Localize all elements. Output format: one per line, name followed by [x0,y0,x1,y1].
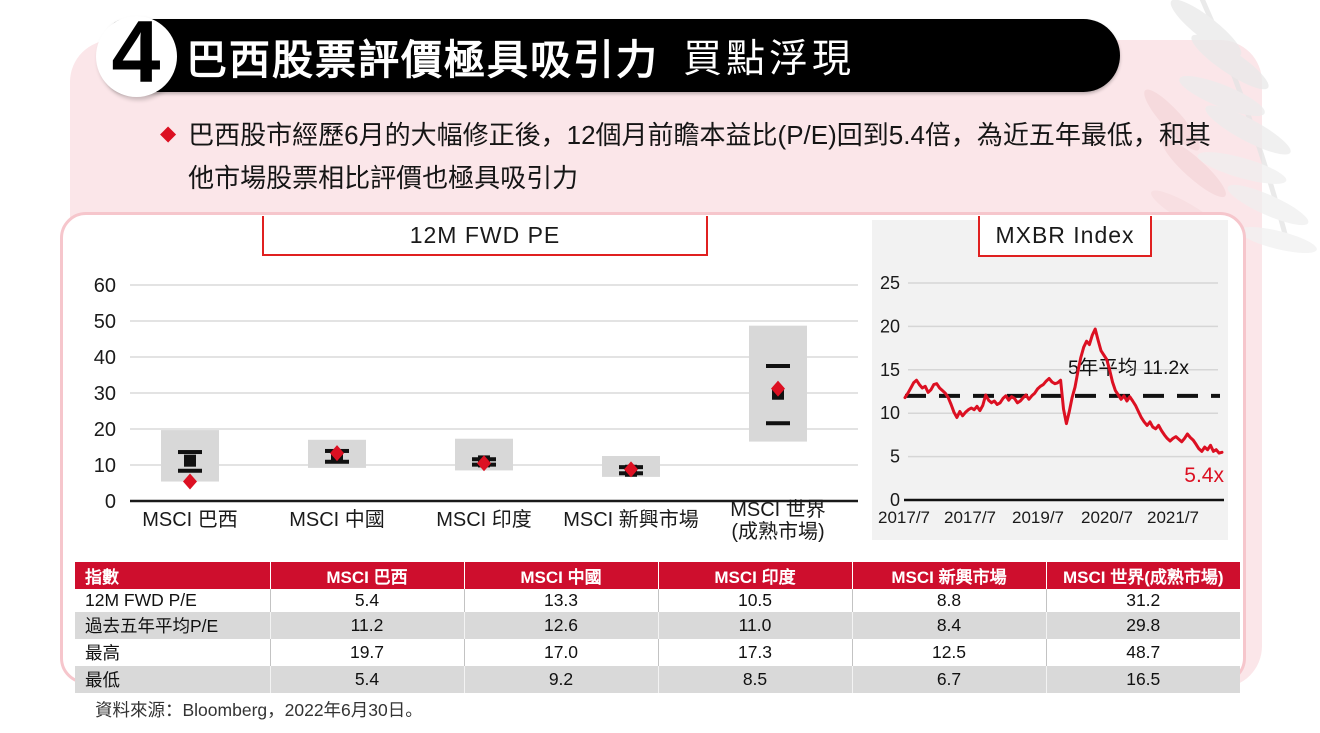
key-point: ◆ 巴西股市經歷6月的大幅修正後，12個月前瞻本益比(P/E)回到5.4倍，為近… [160,114,1228,200]
upper-dash-marker [766,364,790,368]
x-tick-label: 2017/7 [878,508,930,527]
upper-dash-marker [178,450,202,455]
header-bar: 巴西股票評價極具吸引力 買點浮現 [106,19,1120,92]
table-cell: 48.7 [1046,639,1240,666]
row-label: 過去五年平均P/E [75,612,271,639]
y-tick-label: 10 [94,455,116,477]
table-cell: 31.2 [1046,589,1240,612]
current-diamond-marker [183,473,197,490]
section-number: 4 [111,2,161,101]
category-label: MSCI 印度 [436,508,532,531]
y-tick-label: 20 [880,316,900,336]
lower-dash-marker [178,468,202,473]
x-tick-label: 2020/7 [1081,508,1133,527]
table-cell: 12.5 [852,639,1047,666]
mxbr-line-chart: 0 5 10 15 20 25 2017/7 2017/7 2019/7 2020/7 2021/7… [878,273,1224,527]
page-subtitle: 買點浮現 [683,37,856,81]
column-header: MSCI 世界(成熟市場) [1046,562,1240,589]
mxbr-chart-title: MXBR Index [978,216,1152,257]
category-label-line2: (成熟市場) [731,520,824,543]
table-row: 最低 5.4 9.2 8.5 6.7 16.5 [75,666,1240,693]
column-header: MSCI 巴西 [270,562,465,589]
table-cell: 5.4 [270,666,465,693]
y-tick-label: 10 [880,403,900,423]
table-cell: 11.0 [658,612,853,639]
table-cell: 8.4 [852,612,1047,639]
current-diamond-marker [330,445,344,462]
table-cell: 17.0 [464,639,659,666]
table-cell: 6.7 [852,666,1047,693]
lower-dash-marker [325,459,349,464]
table-cell: 16.5 [1046,666,1240,693]
column-header: MSCI 新興市場 [852,562,1047,589]
table-cell: 13.3 [464,589,659,612]
page-title: 巴西股票評價極具吸引力 [186,36,659,83]
column-header: 指數 [75,562,271,589]
table-row: 最高 19.7 17.0 17.3 12.5 48.7 [75,639,1240,666]
table-cell: 11.2 [270,612,465,639]
y-tick-label: 40 [94,347,116,369]
avg-square-marker [184,454,196,467]
x-tick-label: 2021/7 [1147,508,1199,527]
table-header-row: 指數 MSCI 巴西 MSCI 中國 MSCI 印度 MSCI 新興市場 MSCI 世界(… [75,562,1240,589]
column-header: MSCI 中國 [464,562,659,589]
current-value-label: 5.4x [1184,464,1224,487]
lower-dash-marker [766,421,790,426]
current-diamond-marker [624,461,638,478]
row-label: 最高 [75,639,271,666]
column-header: MSCI 印度 [658,562,853,589]
y-tick-label: 30 [94,383,116,405]
bullet-diamond-icon: ◆ [160,122,177,145]
y-tick-label: 5 [890,447,900,467]
pe-comparison-table: 指數 MSCI 巴西 MSCI 中國 MSCI 印度 MSCI 新興市場 MSCI 世界(… [75,562,1240,693]
x-tick-label: 2019/7 [1012,508,1064,527]
source-note: 資料來源：Bloomberg，2022年6月30日。 [95,700,423,720]
x-tick-label: 2017/7 [944,508,996,527]
table-cell: 19.7 [270,639,465,666]
category-label: MSCI 中國 [289,508,385,531]
category-label: MSCI 世界 [730,498,826,521]
table-row: 12M FWD P/E 5.4 13.3 10.5 8.8 31.2 [75,589,1240,612]
y-tick-label: 15 [880,360,900,380]
average-line-label: 5年平均 11.2x [1068,357,1189,379]
row-label: 12M FWD P/E [75,589,271,612]
y-tick-label: 25 [880,273,900,293]
mxbr-series-line [903,327,1224,455]
table-cell: 10.5 [658,589,853,612]
y-tick-label: 0 [105,491,116,513]
pe-chart-title: 12M FWD PE [262,216,708,256]
section-number-circle [96,16,177,97]
table-cell: 5.4 [270,589,465,612]
row-label: 最低 [75,666,271,693]
pe-range-chart: 0 10 20 30 40 50 60 MSCI 巴西 MSCI 中國 MSCI 印度 MSCI 新… [94,275,858,543]
table-cell: 9.2 [464,666,659,693]
table-cell: 17.3 [658,639,853,666]
category-label: MSCI 巴西 [142,509,238,531]
key-point-text: 巴西股市經歷6月的大幅修正後，12個月前瞻本益比(P/E)回到5.4倍，為近五年… [188,120,1211,193]
y-tick-label: 50 [94,311,116,333]
current-diamond-marker [771,380,785,397]
current-diamond-marker [477,455,491,472]
table-cell: 8.8 [852,589,1047,612]
y-tick-label: 60 [94,275,116,297]
y-tick-label: 20 [94,419,116,441]
category-label: MSCI 新興市場 [563,508,699,531]
y-tick-label: 0 [890,490,900,510]
table-cell: 12.6 [464,612,659,639]
table-cell: 8.5 [658,666,853,693]
table-row: 過去五年平均P/E 11.2 12.6 11.0 8.4 29.8 [75,612,1240,639]
table-cell: 29.8 [1046,612,1240,639]
